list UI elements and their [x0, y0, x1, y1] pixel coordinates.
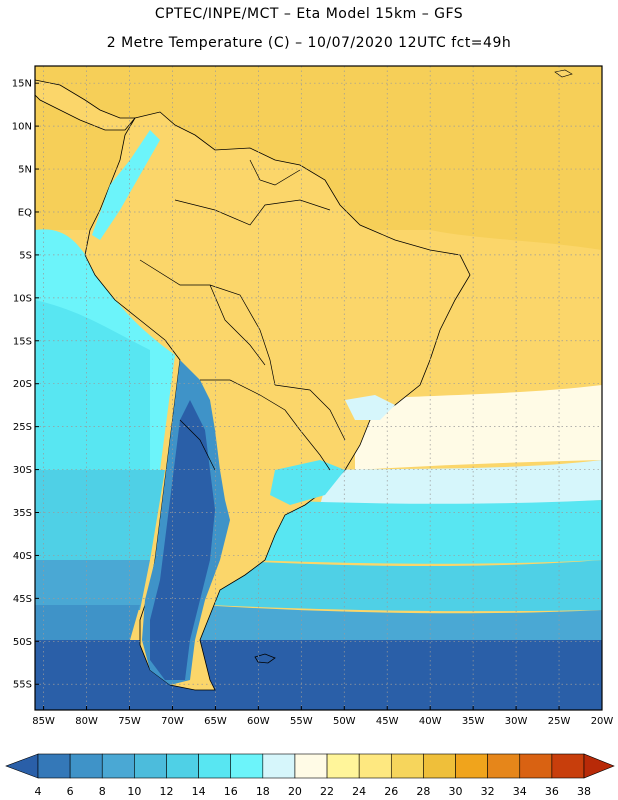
colorbar-swatch [101, 753, 135, 779]
colorbar-label: 16 [224, 785, 238, 798]
pacific-16 [35, 300, 150, 480]
band-20 [320, 460, 602, 505]
colorbar-label: 10 [127, 785, 141, 798]
colorbar-swatch [326, 753, 360, 779]
colorbar-swatch [519, 753, 553, 779]
lon-tick-label: 25W [548, 716, 571, 727]
lat-tick-label: 10S [13, 293, 32, 304]
colorbar-swatch [487, 753, 521, 779]
colorbar: 4 6 8 10 12 14 16 18 20 22 24 26 28 30 32 34 36 38 [5, 753, 615, 798]
lat-tick-label: 30S [13, 465, 32, 476]
temperature-field [35, 66, 602, 710]
colorbar-label: 24 [352, 785, 366, 798]
colorbar-label: 34 [513, 785, 527, 798]
lat-tick-label: 10N [12, 122, 32, 133]
colorbar-label: 4 [35, 785, 42, 798]
latitude-labels: 15N 10N 5N EQ 5S 10S 15S 20S 25S 30S 35S 40S 45S 50S 5… [12, 79, 39, 691]
lat-tick-label: 35S [13, 508, 32, 519]
band-16 [250, 500, 602, 564]
colorbar-swatch [358, 753, 392, 779]
lat-tick-label: EQ [18, 207, 32, 218]
lat-tick-label: 5N [18, 165, 32, 176]
title-variable: 2 Metre Temperature (C) – 10/07/2020 12U… [106, 35, 512, 51]
pacific-11 [35, 560, 150, 610]
band-4 [35, 640, 602, 710]
lat-tick-label: 50S [13, 637, 32, 648]
colorbar-swatch [294, 753, 328, 779]
lon-tick-label: 45W [376, 716, 399, 727]
colorbar-label: 14 [192, 785, 206, 798]
colorbar-swatch [69, 753, 103, 779]
lon-tick-label: 60W [247, 716, 270, 727]
south-cool [270, 460, 345, 505]
lat-tick-label: 45S [13, 594, 32, 605]
title-model: CPTEC/INPE/MCT – Eta Model 15km – GFS [154, 6, 464, 22]
colorbar-arrow-low [5, 753, 39, 779]
lat-tick-label: 15N [12, 79, 32, 90]
longitude-labels: 85W 80W 75W 70W 65W 60W 55W 50W 45W 40W 35W 30W 25W 2… [32, 706, 613, 727]
lon-tick-label: 75W [118, 716, 141, 727]
pacific-8 [35, 605, 140, 640]
colorbar-label: 18 [256, 785, 270, 798]
lat-tick-label: 15S [13, 336, 32, 347]
lat-tick-label: 5S [19, 250, 32, 261]
lat-tick-label: 20S [13, 379, 32, 390]
andes-cold [150, 400, 215, 680]
colorbar-label: 28 [416, 785, 430, 798]
colorbar-swatch [166, 753, 199, 779]
colorbar-swatch [134, 753, 167, 779]
lon-tick-label: 40W [419, 716, 442, 727]
colorbar-label: 22 [320, 785, 334, 798]
colorbar-swatch [390, 753, 424, 779]
lon-tick-label: 70W [161, 716, 184, 727]
colorbar-label: 38 [577, 785, 591, 798]
colorbar-label: 8 [99, 785, 106, 798]
colorbar-swatch [262, 753, 296, 779]
falklands [254, 653, 276, 664]
band-22 [355, 385, 602, 470]
colorbar-label: 32 [481, 785, 495, 798]
lon-tick-label: 85W [32, 716, 55, 727]
southeast-cool [345, 395, 395, 420]
lon-tick-label: 55W [290, 716, 313, 727]
map-frame [34, 65, 603, 711]
pacific-14 [35, 470, 165, 560]
colorbar-swatch [198, 753, 232, 779]
band-14 [210, 560, 602, 612]
lon-tick-label: 20W [591, 716, 614, 727]
band-10 [190, 605, 602, 645]
colorbar-swatch [551, 753, 585, 779]
colorbar-swatch [230, 753, 264, 779]
colorbar-label: 6 [67, 785, 74, 798]
colorbar-label: 36 [545, 785, 559, 798]
lon-tick-label: 35W [462, 716, 485, 727]
colorbar-arrow-high [583, 753, 615, 779]
north-andes [92, 130, 160, 240]
colorbar-label: 26 [384, 785, 398, 798]
colorbar-swatch [455, 753, 488, 779]
central-america-land [35, 79, 136, 131]
colorbar-label: 12 [159, 785, 173, 798]
lat-tick-label: 55S [13, 680, 32, 691]
lon-tick-label: 65W [204, 716, 227, 727]
colorbar-label: 20 [288, 785, 302, 798]
country-borders [139, 159, 346, 471]
lon-tick-label: 50W [333, 716, 356, 727]
lon-tick-label: 80W [75, 716, 98, 727]
colorbar-label: 30 [449, 785, 463, 798]
lon-tick-label: 30W [505, 716, 528, 727]
colorbar-swatch [423, 753, 456, 779]
lat-tick-label: 40S [13, 551, 32, 562]
colorbar-swatch [37, 753, 71, 779]
lat-tick-label: 25S [13, 422, 32, 433]
